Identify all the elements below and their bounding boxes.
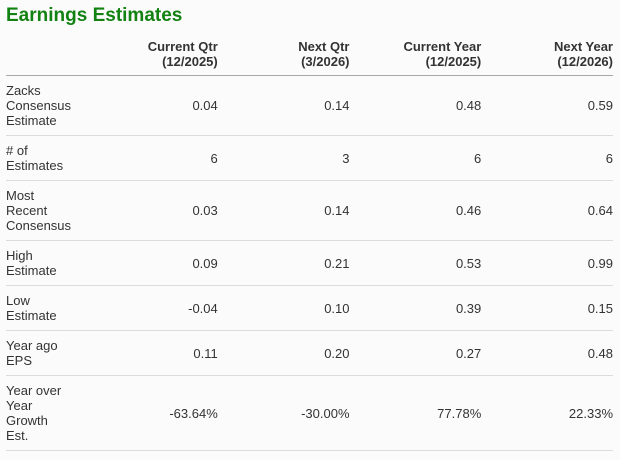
column-header-period: (12/2026) — [557, 54, 613, 69]
cell-value: 0.14 — [324, 98, 350, 113]
earnings-estimates-table: Current Qtr (12/2025) Next Qtr (3/2026) Curr… — [6, 39, 613, 451]
cell-value: 3 — [342, 150, 350, 166]
cell-value: 6 — [474, 150, 482, 166]
row-label: Low Estimate — [6, 293, 57, 323]
header-corner-cell — [6, 39, 86, 76]
cell-value: -63.64% — [169, 405, 218, 421]
table-row: Low Estimate -0.04 0.10 0.39 0.15 — [6, 286, 613, 331]
column-header-period: (3/2026) — [301, 54, 350, 69]
cell-value: 0.09 — [192, 255, 218, 271]
column-header-label: Next Qtr — [298, 39, 350, 54]
row-label: Year ago EPS — [6, 338, 58, 368]
cell-value: 0.46 — [455, 203, 482, 218]
cell-value: 0.39 — [455, 300, 482, 316]
table-row: # of Estimates 6 3 6 6 — [6, 136, 613, 181]
table-row: Year over Year Growth Est. -63.64% -30.00%… — [6, 376, 613, 451]
cell-value: 6 — [210, 150, 218, 166]
cell-value: -0.04 — [188, 300, 218, 316]
row-label: High Estimate — [6, 248, 57, 278]
column-header: Current Year (12/2025) — [350, 39, 482, 76]
cell-value: 0.03 — [192, 203, 218, 218]
cell-value: 0.48 — [455, 98, 482, 113]
cell-value: 0.20 — [324, 345, 350, 361]
cell-value: 0.99 — [587, 255, 613, 271]
column-header-label: Current Qtr — [147, 39, 218, 54]
cell-value: 0.53 — [455, 255, 482, 271]
table-body: Zacks Consensus Estimate 0.04 0.14 0.48 0.59… — [6, 76, 613, 451]
cell-value: 0.59 — [587, 98, 613, 113]
cell-value: 0.48 — [587, 345, 613, 361]
row-label: Most Recent Consensus — [6, 188, 72, 233]
row-label: Zacks Consensus Estimate — [6, 83, 72, 128]
cell-value: 6 — [605, 150, 613, 166]
cell-value: 0.10 — [324, 300, 350, 316]
table-row: High Estimate 0.09 0.21 0.53 0.99 — [6, 241, 613, 286]
cell-value: -30.00% — [301, 405, 350, 421]
cell-value: 0.64 — [587, 203, 613, 218]
row-label: # of Estimates — [6, 143, 64, 173]
row-label: Year over Year Growth Est. — [6, 383, 62, 443]
cell-value: 0.27 — [455, 345, 482, 361]
column-header: Current Qtr (12/2025) — [86, 39, 218, 76]
table-row: Most Recent Consensus 0.03 0.14 0.46 0.64 — [6, 181, 613, 241]
column-header: Next Qtr (3/2026) — [218, 39, 350, 76]
cell-value: 77.78% — [437, 405, 482, 421]
cell-value: 22.33% — [568, 405, 613, 421]
cell-value: 0.14 — [324, 203, 350, 218]
cell-value: 0.15 — [587, 300, 613, 316]
column-header-period: (12/2025) — [425, 54, 482, 69]
cell-value: 0.11 — [193, 345, 218, 361]
table-row: Year ago EPS 0.11 0.20 0.27 0.48 — [6, 331, 613, 376]
table-header-row: Current Qtr (12/2025) Next Qtr (3/2026) Curr… — [6, 39, 613, 76]
cell-value: 0.21 — [324, 255, 350, 271]
table-row: Zacks Consensus Estimate 0.04 0.14 0.48 0.59 — [6, 76, 613, 136]
column-header-label: Next Year — [553, 39, 613, 54]
column-header-period: (12/2025) — [162, 54, 218, 69]
cell-value: 0.04 — [192, 98, 218, 113]
column-header: Next Year (12/2026) — [481, 39, 613, 76]
column-header-label: Current Year — [403, 39, 482, 54]
page-title: Earnings Estimates — [6, 5, 183, 26]
